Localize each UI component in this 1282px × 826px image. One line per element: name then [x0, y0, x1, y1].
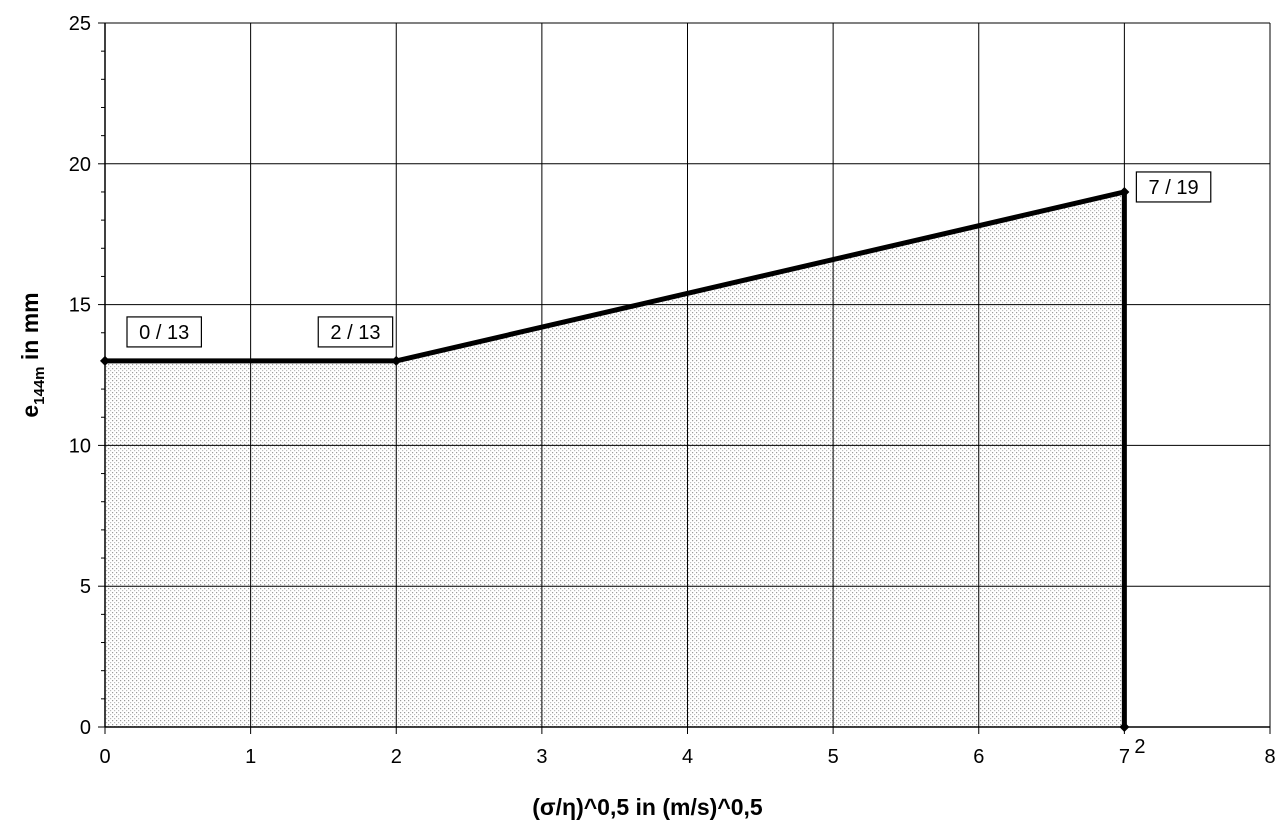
data-point: [1119, 186, 1130, 197]
x-tick-label: 6: [973, 746, 984, 768]
data-label-box: [1135, 171, 1212, 203]
data-label-box: [126, 316, 203, 348]
data-point: [1119, 722, 1130, 732]
data-point: [391, 355, 402, 366]
y-axis-title-suffix: in mm: [17, 292, 43, 360]
x-tick-label: 5: [828, 746, 839, 768]
y-tick-label: 15: [69, 295, 91, 317]
data-label: 2 / 13: [330, 322, 380, 344]
y-tick-label: 25: [69, 13, 91, 35]
x-tick-label: 1: [245, 746, 256, 768]
data-label: 0 / 13: [139, 322, 189, 344]
x-tick-label: 2: [391, 746, 402, 768]
data-label-box: [317, 316, 394, 348]
y-tick-label: 20: [69, 154, 91, 176]
area-fill: [105, 191, 1125, 727]
x-tick-label: 8: [1264, 746, 1275, 768]
y-tick-label: 5: [80, 576, 91, 598]
data-label: 7 / 19: [1149, 177, 1199, 199]
x-tick-label: 7: [1119, 746, 1130, 768]
x-axis-title: (σ/η)^0,5 in (m/s)^0,5: [532, 794, 763, 820]
data-point: [100, 355, 110, 366]
y-axis-title-subscript: 144m: [31, 366, 48, 404]
y-tick-label: 0: [80, 717, 91, 739]
y-axis-title-base: e: [17, 405, 43, 418]
x-tick-label: 4: [682, 746, 693, 768]
y-axis-title: e144m in mm: [17, 292, 48, 417]
y-tick-label: 10: [69, 435, 91, 457]
x-tick-label: 0: [99, 746, 110, 768]
x-tick-superscript: 2: [1134, 736, 1145, 758]
x-tick-label: 3: [536, 746, 547, 768]
